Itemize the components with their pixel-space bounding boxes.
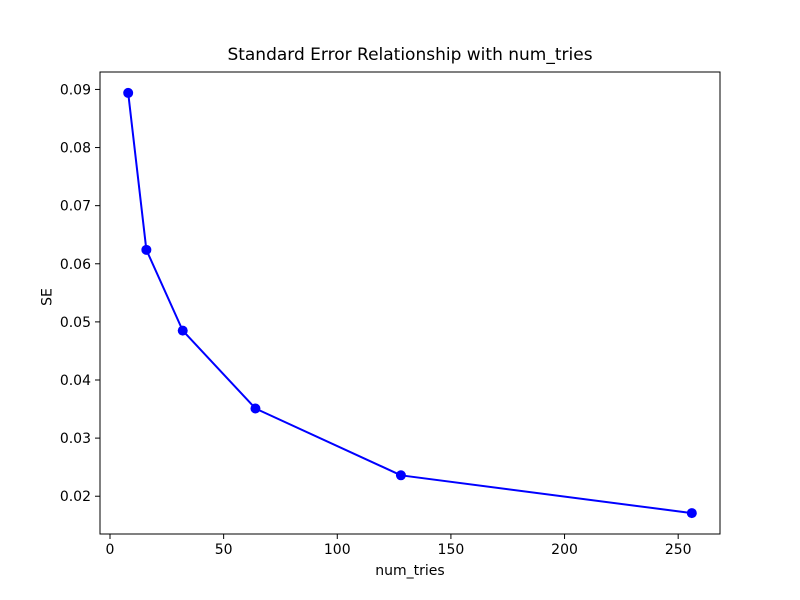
data-point [250, 403, 261, 414]
y-tick-label: 0.09 [60, 82, 91, 98]
y-axis-label: SE [39, 288, 56, 306]
x-tick-label: 50 [215, 542, 233, 558]
plot-border [99, 71, 721, 535]
x-tick-label: 250 [665, 542, 692, 558]
y-tick-label: 0.06 [60, 257, 91, 273]
x-axis-label: num_tries [375, 563, 445, 579]
line-series [127, 91, 693, 515]
data-point [141, 244, 152, 255]
data-point [123, 87, 134, 98]
chart-title: Standard Error Relationship with num_tri… [227, 45, 593, 65]
y-tick-label: 0.03 [60, 431, 91, 447]
data-point [395, 470, 406, 481]
y-tick-label: 0.08 [60, 141, 91, 157]
x-tick-label: 0 [106, 542, 115, 558]
y-tick-label: 0.05 [60, 315, 91, 331]
y-tick-label: 0.04 [60, 373, 91, 389]
data-point [686, 508, 697, 519]
x-tick-label: 100 [324, 542, 351, 558]
x-tick-label: 150 [438, 542, 465, 558]
x-tick-label: 200 [551, 542, 578, 558]
y-tick-label: 0.07 [60, 199, 91, 215]
y-tick-label: 0.02 [60, 489, 91, 505]
data-point [177, 325, 188, 336]
